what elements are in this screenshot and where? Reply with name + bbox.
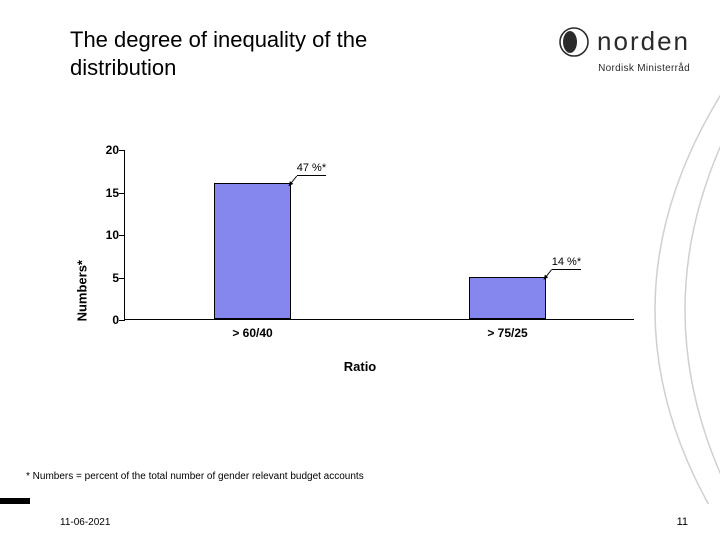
header: The degree of inequality of the distribu… xyxy=(70,26,690,81)
x-tick-label: > 75/25 xyxy=(487,326,527,340)
y-tick-label: 20 xyxy=(93,143,119,157)
callout-arrow xyxy=(125,150,635,320)
page-number: 11 xyxy=(677,516,688,528)
y-tick-label: 15 xyxy=(93,186,119,200)
brand-block: norden Nordisk Ministerråd xyxy=(559,26,690,74)
norden-logo: norden xyxy=(559,26,690,57)
slide: The degree of inequality of the distribu… xyxy=(0,0,720,540)
callout-label: 14 %* xyxy=(552,256,581,270)
logo-icon xyxy=(559,27,589,57)
y-tick xyxy=(119,150,125,151)
y-tick-label: 5 xyxy=(93,271,119,285)
x-axis-title: Ratio xyxy=(344,359,377,374)
footer: 11-06-2021 11 xyxy=(0,504,720,540)
y-tick xyxy=(119,235,125,236)
y-axis-title: Numbers* xyxy=(75,260,90,321)
callout-arrow xyxy=(125,150,635,320)
y-tick xyxy=(119,320,125,321)
brand-subtext: Nordisk Ministerråd xyxy=(598,63,690,74)
y-tick xyxy=(119,278,125,279)
plot-area: 05101520> 60/40> 75/2547 %*14 %* xyxy=(124,150,634,320)
callout: 14 %* xyxy=(552,256,581,270)
bar-chart: Numbers* 05101520> 60/40> 75/2547 %*14 %… xyxy=(86,150,634,370)
y-tick-label: 0 xyxy=(93,313,119,327)
bar xyxy=(469,277,546,320)
x-tick-label: > 60/40 xyxy=(232,326,272,340)
brand-text: norden xyxy=(597,26,690,57)
page-title: The degree of inequality of the distribu… xyxy=(70,26,430,81)
y-tick-label: 10 xyxy=(93,228,119,242)
callout: 47 %* xyxy=(297,162,326,176)
callout-label: 47 %* xyxy=(297,162,326,176)
bar xyxy=(214,183,291,319)
footnote: * Numbers = percent of the total number … xyxy=(26,471,364,482)
y-tick xyxy=(119,193,125,194)
footer-date: 11-06-2021 xyxy=(60,517,110,528)
